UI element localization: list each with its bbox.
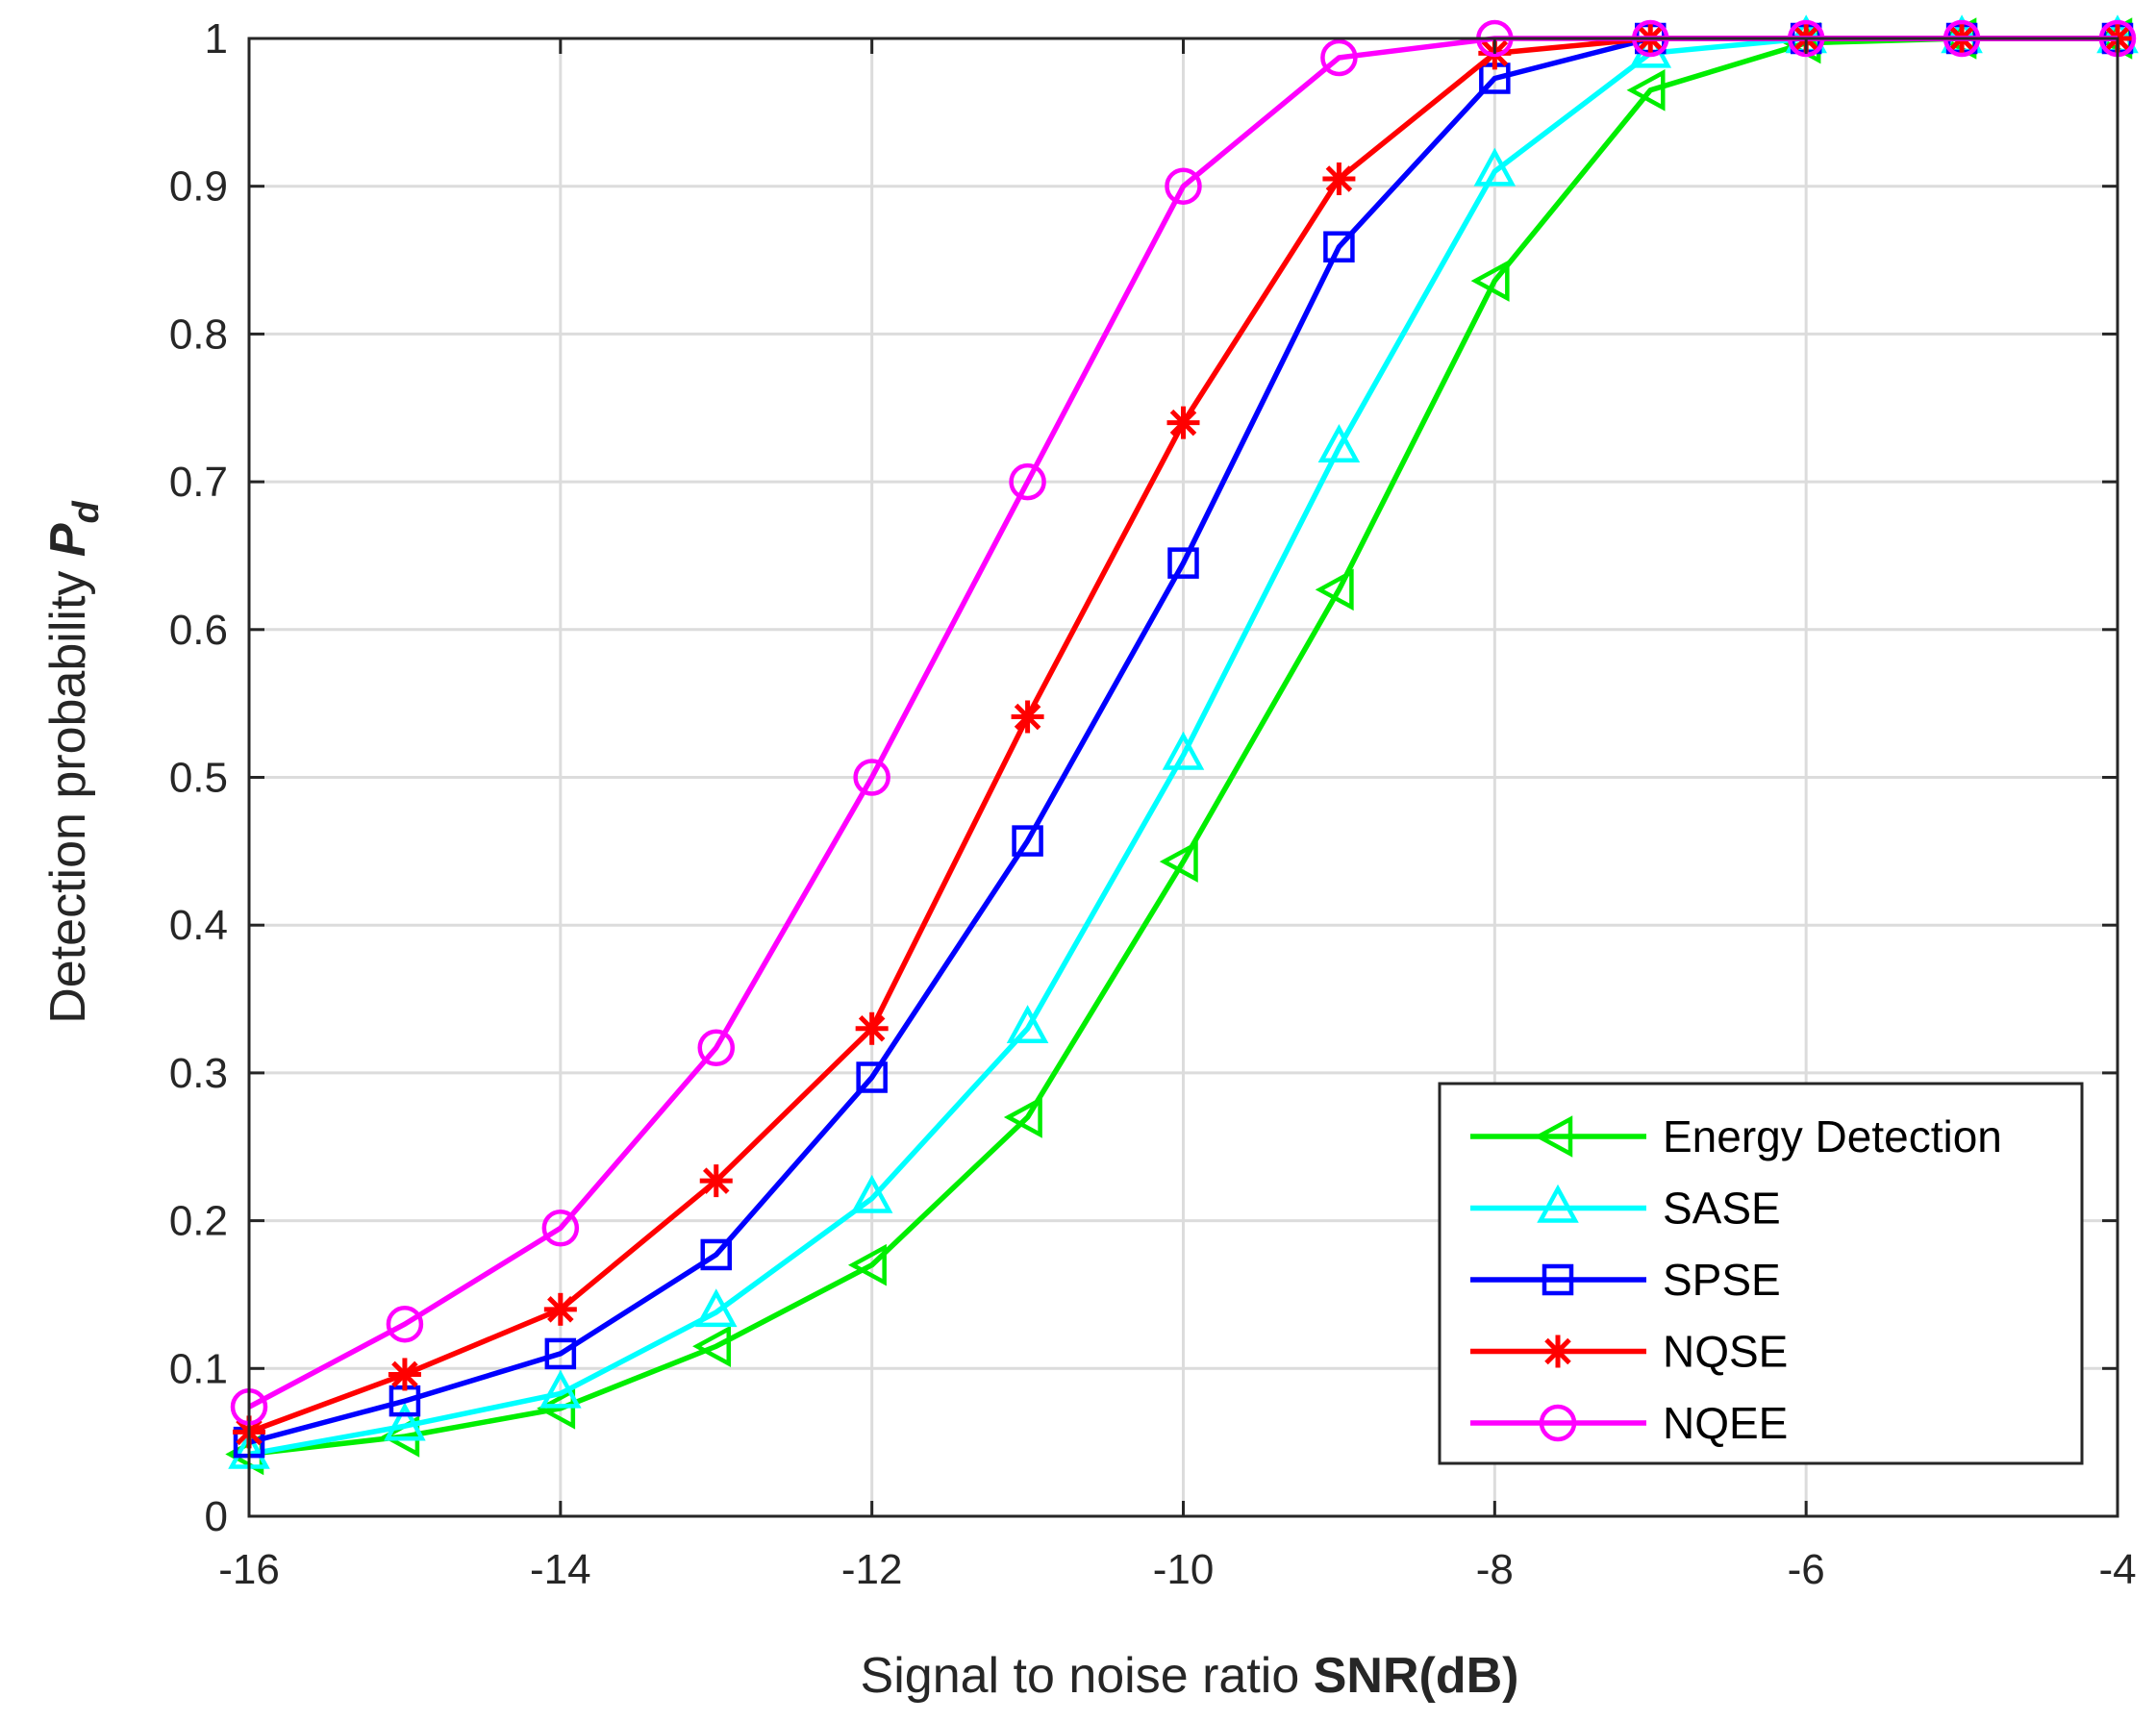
x-tick-label: -8 <box>1476 1546 1514 1593</box>
data-point <box>539 1369 582 1409</box>
data-point <box>1011 700 1044 734</box>
y-tick-label: 0.9 <box>169 163 228 211</box>
data-point <box>541 1210 580 1247</box>
x-tick-label: -6 <box>1788 1546 1825 1593</box>
legend-entry: SPSE <box>1470 1255 1781 1305</box>
data-point <box>1322 162 1356 196</box>
data-point <box>1320 38 1358 77</box>
data-point <box>1006 1005 1049 1044</box>
data-point <box>1315 568 1354 611</box>
x-tick-label: -10 <box>1153 1546 1215 1593</box>
data-point <box>544 1337 577 1370</box>
legend: Energy Detection SASE SPSE NQSE NQEE <box>1438 1082 2084 1465</box>
legend-box <box>1438 1082 2084 1465</box>
data-point <box>1470 260 1510 302</box>
y-tick-label: 0.3 <box>169 1050 228 1097</box>
y-tick-label: 0.5 <box>169 755 228 802</box>
y-tick-label: 0 <box>205 1493 228 1540</box>
x-axis-label: Signal to noise ratio SNR(dB) <box>861 1648 1519 1704</box>
legend-label: SASE <box>1663 1184 1781 1234</box>
ticks <box>247 37 2119 1518</box>
x-tick-label: -14 <box>530 1546 591 1593</box>
x-tick-label: -12 <box>841 1546 903 1593</box>
data-point <box>543 1292 577 1326</box>
data-point <box>853 759 890 796</box>
legend-marker <box>1542 1335 1574 1368</box>
data-point <box>1003 1096 1042 1138</box>
y-tick-label: 0.2 <box>169 1198 228 1245</box>
y-tick-label: 0.7 <box>169 459 228 506</box>
data-point <box>699 1164 733 1198</box>
data-point <box>700 1238 732 1271</box>
data-point <box>1165 167 1202 205</box>
data-point <box>388 1358 421 1391</box>
data-point <box>856 1061 888 1093</box>
data-point <box>1162 731 1205 770</box>
tick-labels: -16 -14 -12 -10 -8 -6 -4 0 0.1 0.2 0.3 0.4 0.5 0.6 0.7… <box>169 15 2137 1593</box>
y-axis-label-subscript: d <box>66 500 107 523</box>
data-point <box>1473 147 1517 187</box>
y-axis-label-normal: Detection probability <box>40 557 96 1024</box>
y-tick-label: 0.1 <box>169 1345 228 1392</box>
data-point <box>697 1029 735 1067</box>
data-point <box>1159 840 1198 883</box>
data-point <box>692 1325 731 1368</box>
legend-label: SPSE <box>1663 1255 1781 1305</box>
data-point <box>847 1243 887 1286</box>
y-tick-label: 0.6 <box>169 607 228 654</box>
y-tick-label: 0.8 <box>169 311 228 358</box>
legend-entry: Energy Detection <box>1470 1111 2002 1161</box>
legend-marker <box>1542 1263 1574 1296</box>
legend-marker <box>1537 1184 1579 1223</box>
data-point <box>855 1011 889 1045</box>
x-axis-label-bold: SNR(dB) <box>1314 1648 1519 1704</box>
legend-entry: NQEE <box>1470 1398 1788 1448</box>
x-tick-label: -16 <box>218 1546 280 1593</box>
x-tick-label: -4 <box>2098 1546 2136 1593</box>
legend-label: NQEE <box>1663 1398 1788 1448</box>
legend-entry: SASE <box>1470 1184 1781 1234</box>
y-axis-label-symbol: P <box>40 523 96 557</box>
data-point <box>1012 825 1043 857</box>
data-point <box>1317 424 1361 462</box>
y-tick-label: 0.4 <box>169 902 228 949</box>
legend-label: Energy Detection <box>1663 1111 2002 1161</box>
legend-label: NQSE <box>1663 1327 1788 1377</box>
legend-marker <box>1539 1404 1577 1442</box>
data-point <box>694 1288 738 1328</box>
data-point <box>850 1174 893 1213</box>
data-point <box>1167 547 1199 579</box>
legend-entry: NQSE <box>1470 1327 1788 1377</box>
data-point <box>384 1402 426 1441</box>
y-tick-label: 1 <box>205 15 228 62</box>
data-point <box>1323 231 1355 262</box>
data-point <box>1009 462 1046 501</box>
data-point <box>1166 406 1200 439</box>
x-axis-label-normal: Signal to noise ratio <box>861 1648 1314 1704</box>
data-point <box>386 1305 424 1343</box>
y-axis-label: Detection probability Pd <box>40 500 107 1023</box>
data-point <box>537 1387 576 1430</box>
legend-marker <box>1534 1115 1573 1158</box>
data-point <box>1626 69 1666 112</box>
